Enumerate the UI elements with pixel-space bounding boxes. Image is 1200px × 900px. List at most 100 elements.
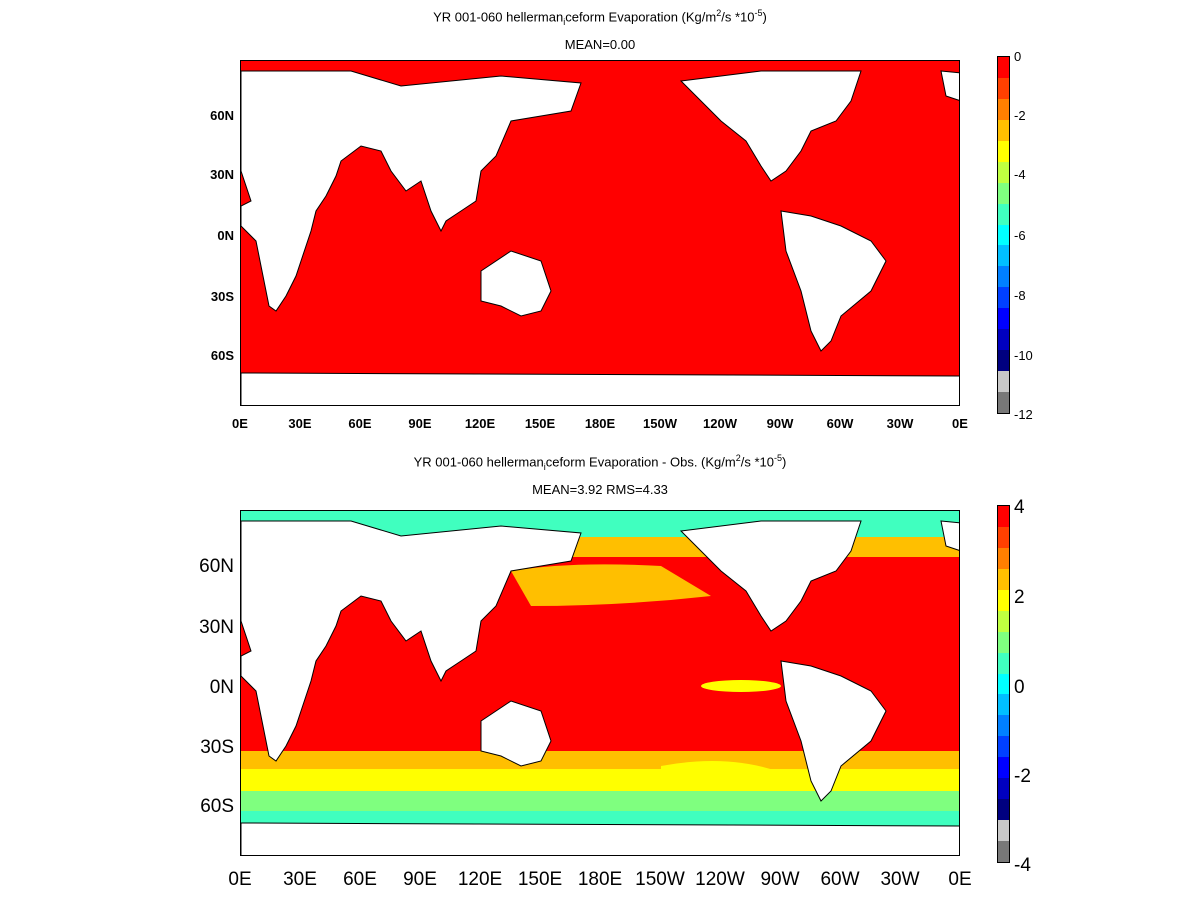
map-area (240, 510, 960, 856)
colorbar-swatch (998, 392, 1009, 413)
colorbar (997, 56, 1010, 414)
lon-label: 150E (517, 869, 563, 890)
land-australia (480, 700, 552, 767)
colorbar-swatch (998, 673, 1009, 695)
lon-label: 30W (880, 869, 920, 890)
lat-label: 30S (210, 289, 234, 304)
lon-label: 0E (228, 869, 252, 890)
land-greenland (940, 520, 959, 551)
land-australia (480, 250, 552, 317)
colorbar-swatch (998, 589, 1009, 611)
colorbar-swatch (998, 610, 1009, 632)
colorbar-label: -4 (1014, 167, 1026, 182)
lon-label: 120E (464, 416, 496, 431)
map-area (240, 60, 960, 406)
colorbar-swatch (998, 568, 1009, 590)
panel-title: YR 001-060 hellermaniceform Evaporation … (433, 8, 767, 27)
lon-label: 30E (283, 869, 317, 890)
lon-label: 180E (577, 869, 623, 890)
colorbar-label: 4 (1014, 497, 1025, 518)
lat-label: 60N (199, 556, 234, 577)
lat-label: 30N (210, 167, 234, 182)
colorbar-swatch (998, 329, 1009, 351)
colorbar-swatch (998, 57, 1009, 78)
lon-label: 30E (288, 416, 312, 431)
panel-title: YR 001-060 hellermaniceform Evaporation … (413, 453, 787, 472)
lon-label: 30W (886, 416, 914, 431)
land-south-america (780, 210, 887, 352)
colorbar-label: -8 (1014, 288, 1026, 303)
lat-label: 60S (200, 796, 234, 817)
colorbar-swatch (998, 547, 1009, 569)
panel-subtitle: MEAN=0.00 (564, 37, 636, 52)
land-masses (241, 520, 959, 855)
colorbar-swatch (998, 308, 1009, 330)
land-north-america (679, 70, 862, 182)
colorbar-swatch (998, 799, 1009, 821)
lon-label: 120E (457, 869, 503, 890)
lon-label: 90E (408, 416, 432, 431)
lon-label: 120W (695, 869, 745, 890)
colorbar-swatch (998, 119, 1009, 141)
colorbar-swatch (998, 715, 1009, 737)
colorbar (997, 505, 1010, 863)
colorbar-swatch (998, 203, 1009, 225)
land-eurasia-africa (241, 520, 582, 762)
lat-label: 60N (210, 108, 234, 123)
land-eurasia-africa (241, 70, 582, 312)
colorbar-swatch (998, 287, 1009, 309)
colorbar-swatch (998, 631, 1009, 653)
lon-label: 0E (232, 416, 248, 431)
land-masses (241, 70, 959, 405)
colorbar-label: -2 (1014, 108, 1026, 123)
lon-label: 90E (403, 869, 437, 890)
lon-label: 0E (948, 869, 972, 890)
lat-label: 30N (199, 617, 234, 638)
lon-label: 150W (635, 869, 685, 890)
colorbar-swatch (998, 652, 1009, 674)
colorbar-swatch (998, 245, 1009, 267)
colorbar-label: -10 (1014, 348, 1033, 363)
panel-subtitle: MEAN=3.92 RMS=4.33 (532, 482, 668, 497)
lon-label: 60E (343, 869, 377, 890)
colorbar-label: 0 (1014, 677, 1025, 698)
colorbar-swatch (998, 778, 1009, 800)
colorbar-swatch (998, 350, 1009, 372)
colorbar-label: -4 (1014, 855, 1031, 876)
colorbar-label: -2 (1014, 766, 1031, 787)
colorbar-label: -12 (1014, 407, 1033, 422)
lon-label: 180E (584, 416, 616, 431)
land-antarctica (241, 372, 959, 405)
colorbar-swatch (998, 161, 1009, 183)
colorbar-label: -6 (1014, 228, 1026, 243)
lon-label: 120W (703, 416, 737, 431)
map-svg (241, 511, 959, 855)
land-greenland (940, 70, 959, 101)
colorbar-swatch (998, 224, 1009, 246)
lat-label: 60S (210, 348, 234, 363)
colorbar-label: 0 (1014, 49, 1022, 64)
colorbar-swatch (998, 98, 1009, 120)
lon-label: 90W (766, 416, 794, 431)
southern-mid-band (241, 769, 959, 791)
map-svg (241, 61, 959, 405)
colorbar-swatch (998, 757, 1009, 779)
colorbar-swatch (998, 736, 1009, 758)
lat-label: 0N (217, 228, 234, 243)
lat-label: 30S (200, 737, 234, 758)
land-antarctica (241, 822, 959, 855)
lon-label: 90W (760, 869, 800, 890)
southern-transition-band (241, 751, 959, 771)
land-south-america (780, 660, 887, 802)
lat-label: 0N (209, 677, 234, 698)
colorbar-swatch (998, 182, 1009, 204)
equatorial-tongue (701, 680, 781, 692)
colorbar-swatch (998, 140, 1009, 162)
lon-label: 150W (643, 416, 677, 431)
north-pacific-band (511, 564, 711, 606)
colorbar-swatch (998, 77, 1009, 99)
colorbar-swatch (998, 371, 1009, 392)
antarctic-band (241, 811, 959, 826)
lon-label: 60W (826, 416, 854, 431)
colorbar-swatch (998, 266, 1009, 288)
